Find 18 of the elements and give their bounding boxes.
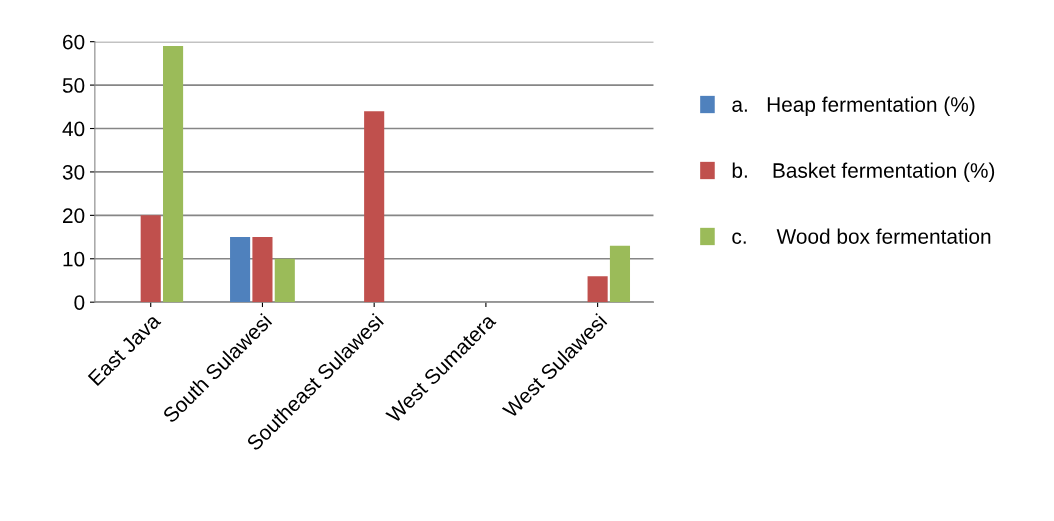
y-tick-label: 40 xyxy=(62,121,85,137)
legend-label: b. Basket fermentation (%) xyxy=(732,162,995,182)
legend-label: a. Heap fermentation (%) xyxy=(732,96,975,117)
y-tick-label: 50 xyxy=(62,78,85,93)
bar xyxy=(609,245,631,303)
y-tick-label: 20 xyxy=(63,208,85,224)
y-tick-label: 30 xyxy=(62,164,85,180)
y-tick-label: 60 xyxy=(63,34,85,50)
legend-label: c. Wood box fermentation xyxy=(732,228,991,244)
y-tick-label: 0 xyxy=(74,295,85,310)
bar xyxy=(364,111,385,303)
bar xyxy=(252,237,273,303)
bar xyxy=(274,258,295,303)
bar xyxy=(230,237,251,303)
y-tick-label: 10 xyxy=(63,251,85,267)
bar xyxy=(587,276,608,303)
bar xyxy=(140,215,161,303)
bar xyxy=(163,46,184,303)
